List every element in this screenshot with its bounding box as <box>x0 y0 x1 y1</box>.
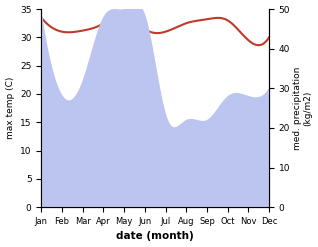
Y-axis label: max temp (C): max temp (C) <box>5 77 15 139</box>
X-axis label: date (month): date (month) <box>116 231 194 242</box>
Y-axis label: med. precipitation
(kg/m2): med. precipitation (kg/m2) <box>293 66 313 150</box>
